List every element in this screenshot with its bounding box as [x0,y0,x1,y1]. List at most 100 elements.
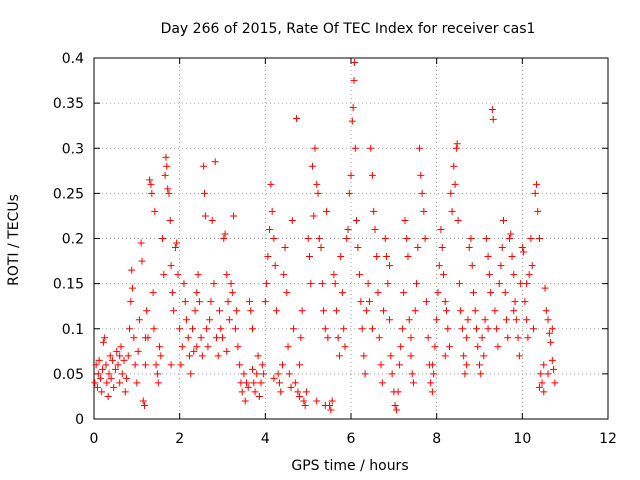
data-point [431,343,439,351]
data-point [482,235,490,242]
data-point [512,316,520,324]
data-point [300,397,308,405]
data-point [361,370,369,378]
data-point [378,379,386,387]
data-point [283,289,291,297]
data-point [96,374,104,382]
data-point [468,262,476,270]
data-point [351,144,359,152]
y-tick-label: 0.4 [62,51,84,67]
data-point [236,361,244,369]
data-point [311,144,319,152]
data-point [277,388,285,396]
data-point [224,298,232,306]
data-point [447,189,455,197]
data-point [166,216,174,224]
data-point [118,370,126,378]
data-point [460,352,468,360]
data-point [230,212,238,220]
data-point [474,343,482,351]
data-point [344,225,352,233]
data-point [452,144,460,152]
data-point [124,352,132,360]
data-point [197,334,205,342]
data-point [99,365,107,373]
data-point [501,289,509,297]
data-point [467,235,475,242]
data-point [510,307,518,315]
y-tick-label: 0.35 [53,96,84,112]
data-point [228,289,236,297]
data-point [314,189,322,197]
data-point [167,361,175,369]
data-point [318,280,326,288]
data-point [345,189,353,197]
data-point [160,271,168,279]
data-point [422,298,430,306]
data-point [365,298,373,306]
data-point [416,144,424,152]
data-point [368,171,376,179]
data-point [296,392,304,400]
data-point [234,343,242,351]
data-point [275,379,283,387]
data-point [484,253,492,261]
data-point [407,334,415,342]
data-point [480,352,488,360]
data-point [386,316,394,324]
data-point [341,343,349,351]
data-point [547,338,555,346]
data-point [450,162,458,170]
data-point [548,356,556,364]
data-point [487,289,495,297]
data-point [514,334,522,342]
data-point [161,171,169,179]
data-point [441,352,449,360]
data-point [307,280,315,288]
data-point [541,284,549,292]
data-point [398,325,406,333]
data-point [247,307,255,315]
data-point [315,235,323,242]
data-point [476,361,483,369]
data-point [200,162,208,170]
data-point [204,343,212,351]
data-point [381,235,389,242]
data-point [241,397,249,405]
data-point [95,356,103,364]
data-point [332,307,340,315]
data-point [157,352,165,360]
data-point [356,271,364,279]
data-point [454,216,462,224]
data-point [170,307,178,315]
data-points [91,59,559,414]
data-point [193,289,201,297]
data-point [493,325,501,333]
data-point [335,352,343,360]
data-point [223,271,231,279]
data-point [168,289,176,297]
data-point [362,307,370,315]
data-point [434,289,442,297]
data-point [183,316,191,324]
x-tick-label: 10 [513,431,531,447]
data-point [129,284,137,292]
data-point [113,347,121,355]
data-point [421,235,429,242]
data-point [367,144,375,152]
data-point [428,361,436,369]
data-point [244,383,252,391]
data-point [394,388,402,396]
data-point [370,207,378,215]
data-point [458,325,466,333]
data-point [130,334,138,342]
data-point [465,244,473,252]
data-point [254,352,262,360]
data-point [180,280,188,288]
data-point [131,361,139,369]
data-point [101,334,109,342]
data-point [494,343,502,351]
data-point [164,185,172,193]
y-tick-label: 0 [75,412,84,428]
data-point [377,361,385,369]
